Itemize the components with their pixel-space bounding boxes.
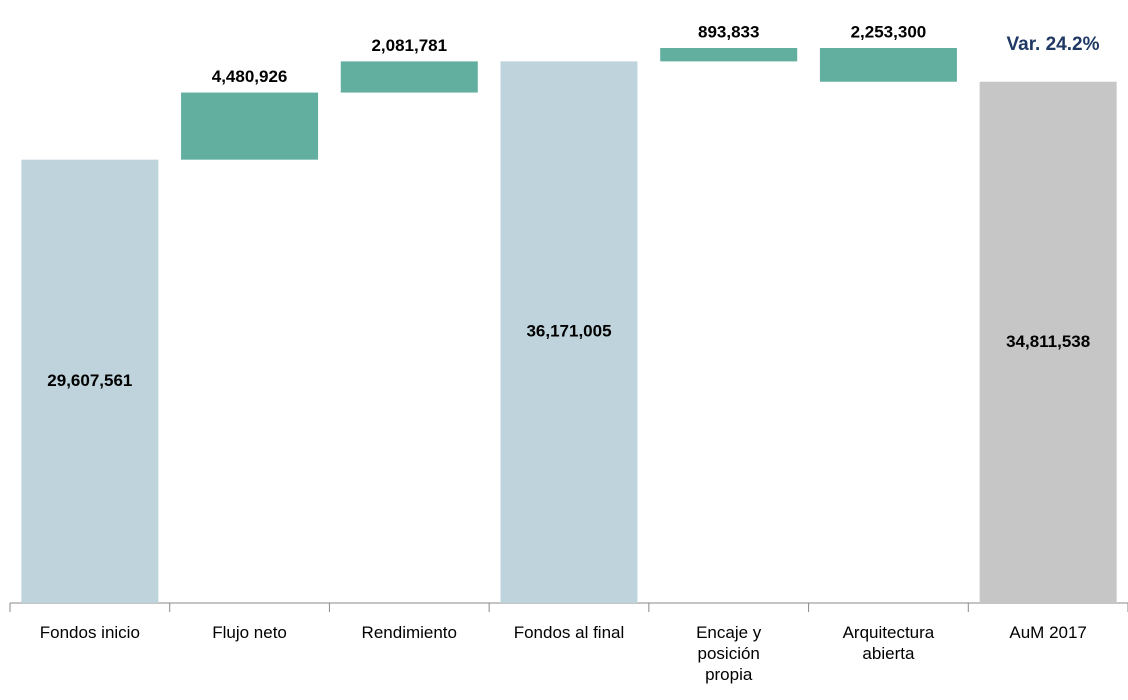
x-tick-label: Fondos inicio <box>39 623 140 642</box>
bar <box>21 159 159 603</box>
value-label: 4,480,926 <box>212 67 288 86</box>
annotation: Var. 24.2% <box>1007 34 1100 55</box>
value-label: 36,171,005 <box>526 322 611 341</box>
x-tick-label: Fondos al final <box>513 623 625 642</box>
bar <box>660 48 798 62</box>
value-label: 2,081,781 <box>371 36 447 55</box>
bar <box>979 81 1117 604</box>
bar <box>500 61 638 604</box>
x-tick-label: Flujo neto <box>212 623 287 642</box>
value-label: 2,253,300 <box>851 22 927 41</box>
bar <box>819 48 957 82</box>
x-tick-label: Encaje y posición propia <box>696 623 762 684</box>
x-tick-label: Rendimiento <box>361 623 457 642</box>
value-label: 34,811,538 <box>1006 332 1090 351</box>
value-label: 893,833 <box>698 22 759 41</box>
x-tick-label: AuM 2017 <box>1009 623 1087 642</box>
x-tick-label: Arquitectura abierta <box>842 623 935 663</box>
bar <box>181 92 319 160</box>
bar <box>340 61 478 93</box>
value-label: 29,607,561 <box>47 371 132 390</box>
